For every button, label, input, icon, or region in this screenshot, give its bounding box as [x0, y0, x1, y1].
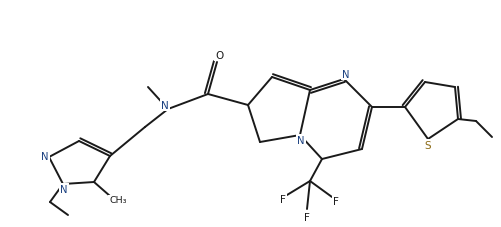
Text: N: N — [60, 184, 68, 194]
Text: F: F — [304, 212, 309, 222]
Text: F: F — [280, 194, 286, 204]
Text: N: N — [342, 70, 349, 80]
Text: S: S — [424, 140, 430, 150]
Text: N: N — [297, 135, 304, 145]
Text: F: F — [332, 196, 338, 206]
Text: N: N — [161, 101, 168, 111]
Text: CH₃: CH₃ — [109, 196, 126, 205]
Text: O: O — [214, 51, 222, 61]
Text: N: N — [41, 151, 49, 161]
